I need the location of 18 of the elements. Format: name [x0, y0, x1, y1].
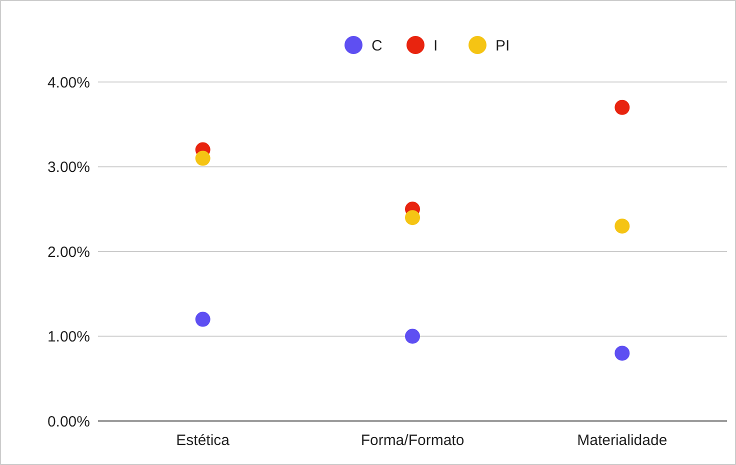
legend-label: PI — [496, 37, 510, 54]
y-tick-label: 3.00% — [47, 159, 90, 176]
y-tick-label: 2.00% — [47, 244, 90, 261]
legend-label: I — [434, 37, 438, 54]
point — [405, 210, 420, 226]
legend-label: C — [372, 37, 382, 54]
x-tick-label: Forma/Formato — [360, 432, 464, 449]
point — [614, 100, 630, 115]
x-tick-label: Materialidade — [577, 432, 668, 449]
y-tick-label: 1.00% — [47, 328, 90, 346]
point — [614, 218, 630, 234]
x-tick-label: Estética — [176, 432, 230, 449]
point — [195, 312, 210, 327]
point — [614, 346, 630, 361]
y-tick-label: 4.00% — [47, 74, 90, 92]
point — [195, 150, 210, 166]
y-tick-label: 0.00% — [47, 413, 90, 430]
point — [405, 328, 420, 344]
